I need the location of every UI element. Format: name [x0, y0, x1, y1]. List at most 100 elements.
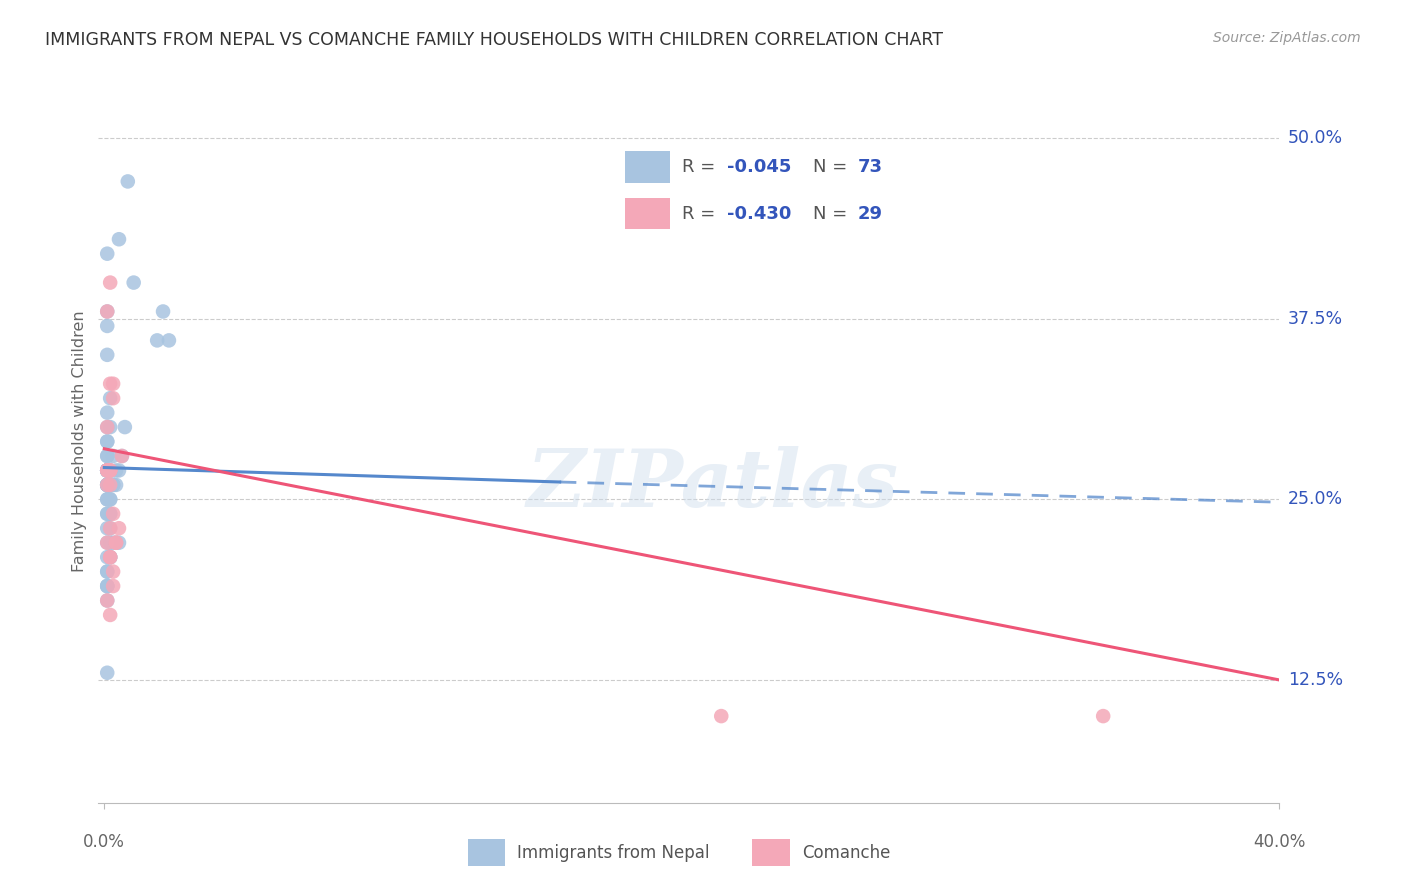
Point	[96, 463, 118, 477]
Point	[98, 463, 121, 477]
Point	[96, 420, 118, 434]
Point	[96, 579, 118, 593]
Point	[98, 492, 121, 507]
Point	[96, 492, 118, 507]
Point	[101, 449, 124, 463]
Point	[96, 406, 118, 420]
Text: Comanche: Comanche	[801, 844, 890, 862]
Point	[152, 304, 174, 318]
Point	[96, 550, 118, 565]
Point	[96, 463, 118, 477]
Point	[105, 535, 128, 549]
Point	[98, 521, 121, 535]
Point	[98, 550, 121, 565]
Point	[98, 478, 121, 492]
Point	[105, 535, 128, 549]
Point	[105, 478, 128, 492]
Point	[101, 507, 124, 521]
Point	[96, 463, 118, 477]
Point	[96, 665, 118, 680]
Point	[96, 463, 118, 477]
Point	[98, 376, 121, 391]
Text: IMMIGRANTS FROM NEPAL VS COMANCHE FAMILY HOUSEHOLDS WITH CHILDREN CORRELATION CH: IMMIGRANTS FROM NEPAL VS COMANCHE FAMILY…	[45, 31, 943, 49]
Point	[96, 478, 118, 492]
Text: 40.0%: 40.0%	[1253, 833, 1306, 851]
Point	[96, 246, 118, 260]
Point	[96, 535, 118, 549]
Point	[98, 550, 121, 565]
Point	[96, 449, 118, 463]
Point	[108, 232, 131, 246]
Point	[122, 276, 145, 290]
Point	[96, 463, 118, 477]
Point	[98, 463, 121, 477]
Point	[105, 535, 128, 549]
Point	[96, 478, 118, 492]
Point	[96, 304, 118, 318]
Point	[114, 420, 136, 434]
Point	[98, 492, 121, 507]
Point	[96, 593, 118, 607]
Text: ZIPatlas: ZIPatlas	[526, 446, 898, 524]
Point	[96, 565, 118, 579]
Point	[96, 593, 118, 607]
Text: 50.0%: 50.0%	[1288, 129, 1343, 147]
Point	[98, 535, 121, 549]
Point	[101, 579, 124, 593]
Point	[98, 507, 121, 521]
Text: 0.0%: 0.0%	[83, 833, 125, 851]
Point	[101, 535, 124, 549]
Point	[96, 579, 118, 593]
Point	[98, 276, 121, 290]
Point	[96, 478, 118, 492]
Point	[101, 478, 124, 492]
Point	[710, 709, 733, 723]
Point	[96, 478, 118, 492]
Text: 37.5%: 37.5%	[1288, 310, 1343, 327]
Point	[96, 579, 118, 593]
Point	[117, 174, 139, 188]
Point	[101, 565, 124, 579]
Y-axis label: Family Households with Children: Family Households with Children	[72, 310, 87, 573]
Point	[96, 478, 118, 492]
Point	[96, 434, 118, 449]
Point	[111, 449, 134, 463]
Point	[96, 478, 118, 492]
Text: 25.0%: 25.0%	[1288, 491, 1343, 508]
Text: 12.5%: 12.5%	[1288, 671, 1343, 689]
Point	[101, 376, 124, 391]
Point	[108, 535, 131, 549]
Text: Immigrants from Nepal: Immigrants from Nepal	[517, 844, 710, 862]
Point	[101, 391, 124, 405]
Point	[96, 492, 118, 507]
Point	[96, 463, 118, 477]
Point	[96, 507, 118, 521]
FancyBboxPatch shape	[468, 839, 505, 866]
Point	[98, 521, 121, 535]
Point	[96, 463, 118, 477]
Point	[96, 463, 118, 477]
Point	[1092, 709, 1115, 723]
Point	[96, 478, 118, 492]
Point	[101, 478, 124, 492]
Point	[96, 535, 118, 549]
Point	[98, 507, 121, 521]
Point	[98, 550, 121, 565]
Point	[96, 478, 118, 492]
Point	[101, 478, 124, 492]
Point	[98, 391, 121, 405]
Point	[96, 478, 118, 492]
Text: Source: ZipAtlas.com: Source: ZipAtlas.com	[1213, 31, 1361, 45]
Point	[157, 334, 180, 348]
Point	[96, 463, 118, 477]
FancyBboxPatch shape	[752, 839, 790, 866]
Point	[96, 478, 118, 492]
Point	[96, 420, 118, 434]
Point	[98, 463, 121, 477]
Point	[105, 463, 128, 477]
Point	[96, 318, 118, 333]
Point	[96, 463, 118, 477]
Point	[108, 521, 131, 535]
Point	[96, 463, 118, 477]
Point	[111, 449, 134, 463]
